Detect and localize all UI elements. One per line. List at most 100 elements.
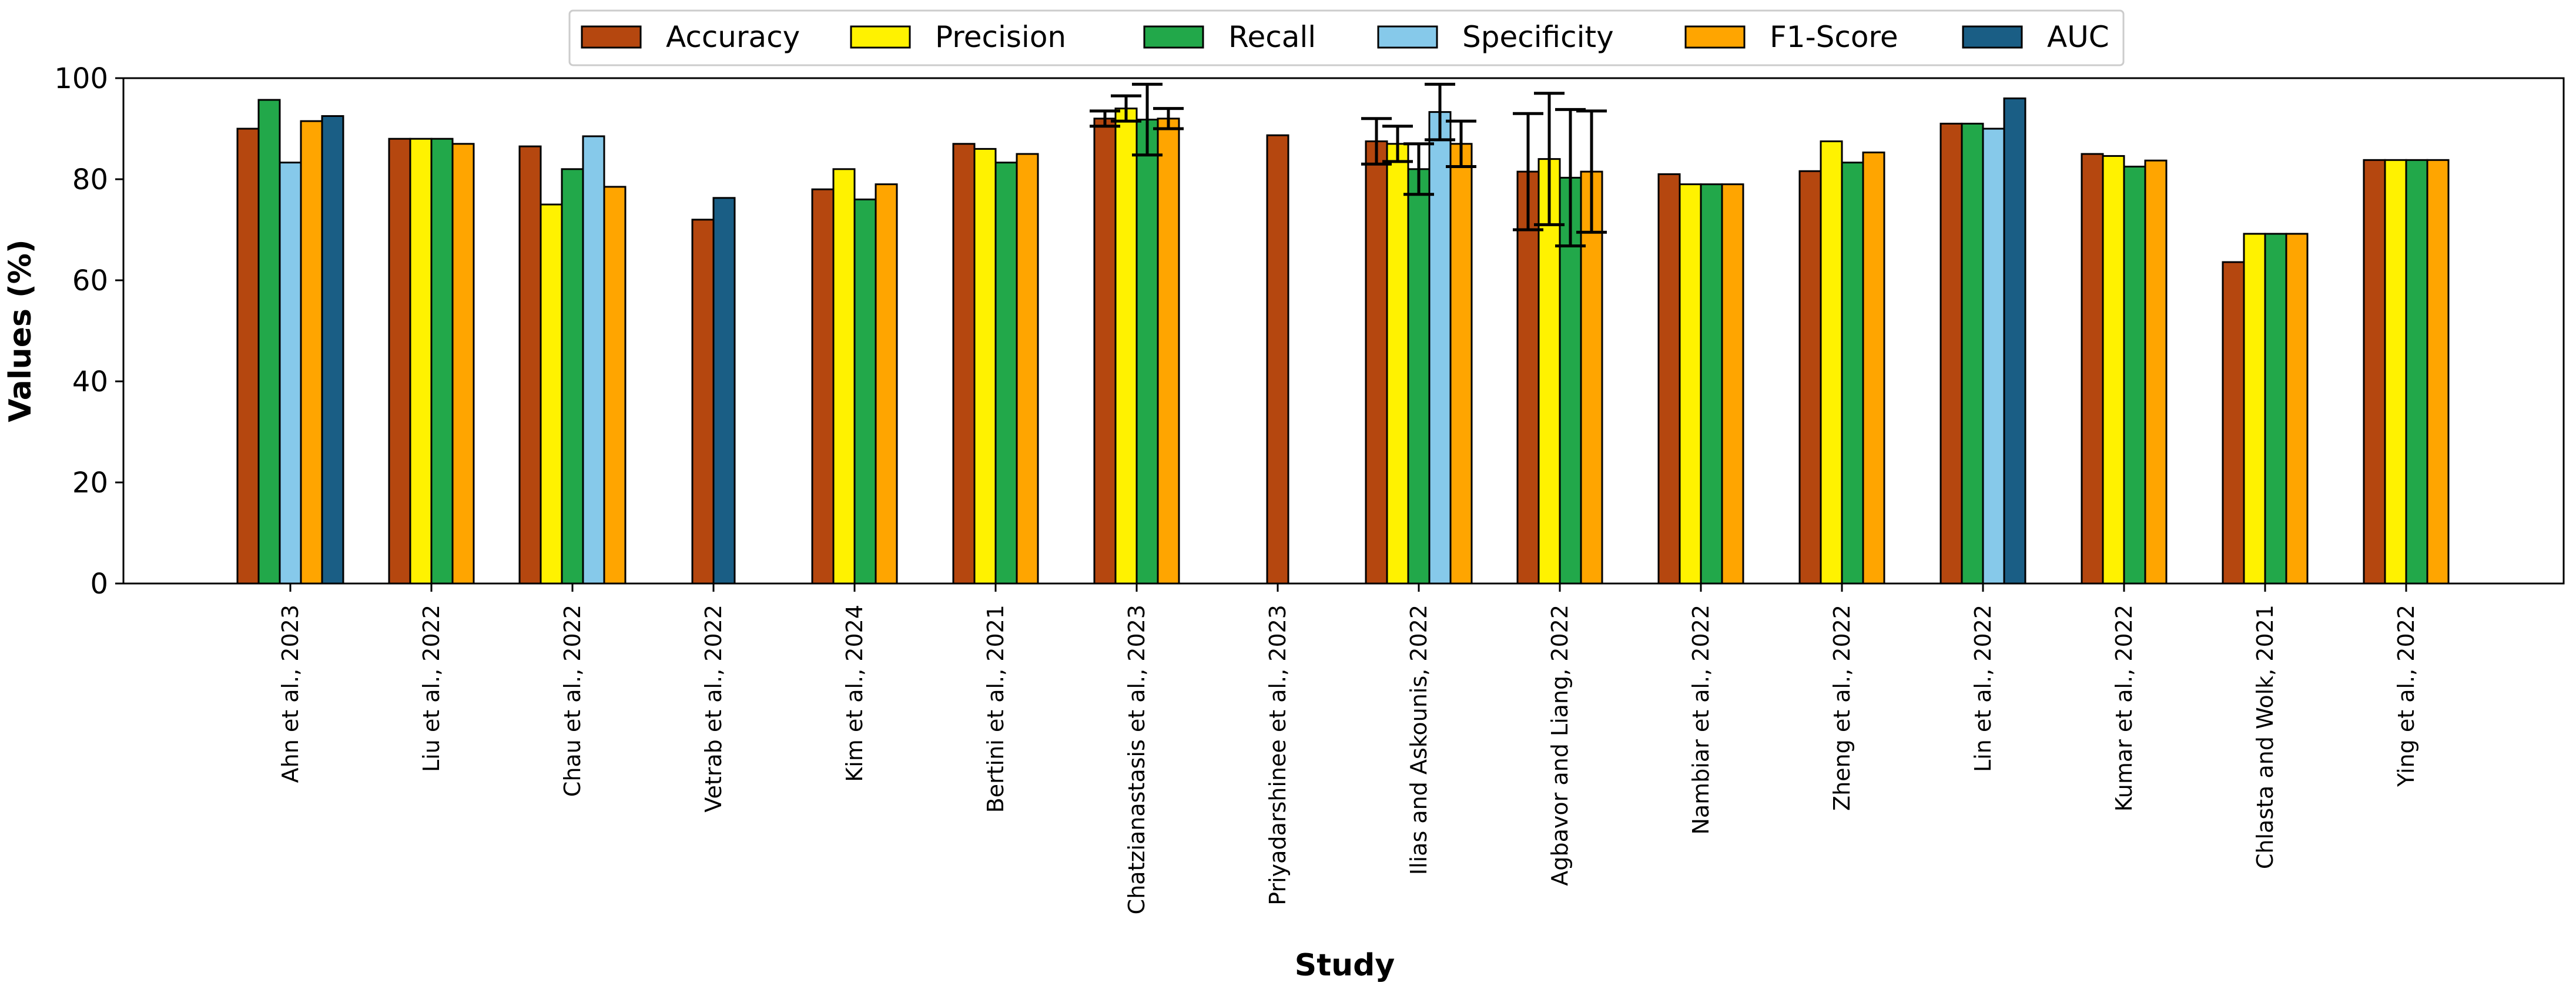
y-tick-label: 100 bbox=[54, 62, 108, 95]
bar bbox=[952, 143, 976, 585]
bar bbox=[1386, 143, 1409, 585]
legend-label: F1-Score bbox=[1770, 20, 1898, 54]
bar bbox=[973, 147, 997, 585]
x-axis: Ahn et al., 2023 Liu et al., 2022 Chau et … bbox=[277, 583, 2419, 914]
bar bbox=[1841, 162, 1864, 585]
bar bbox=[388, 138, 411, 585]
x-tick-label: Bertini et al., 2021 bbox=[983, 605, 1009, 813]
y-tick-label: 40 bbox=[72, 365, 108, 398]
bar bbox=[409, 138, 433, 585]
x-tick-label: Zheng et al., 2022 bbox=[1829, 605, 1855, 811]
x-tick-label: Ahn et al., 2023 bbox=[277, 605, 303, 783]
bar bbox=[853, 198, 877, 585]
bar bbox=[2144, 159, 2168, 585]
legend: Accuracy Precision Recall Specificity F1-Sco… bbox=[568, 9, 2125, 66]
bar bbox=[257, 99, 281, 585]
legend-swatch bbox=[1143, 25, 1204, 49]
bar bbox=[1516, 170, 1540, 585]
bar bbox=[2264, 233, 2287, 585]
bar bbox=[1939, 122, 1963, 585]
bar bbox=[540, 203, 563, 585]
x-tick-label: Lin et al., 2022 bbox=[1970, 605, 1996, 772]
bar bbox=[561, 168, 584, 585]
bar bbox=[2243, 233, 2266, 585]
bar bbox=[2405, 159, 2428, 585]
bar bbox=[1449, 143, 1473, 585]
legend-swatch bbox=[1377, 25, 1438, 49]
bar bbox=[2426, 159, 2450, 585]
bar bbox=[994, 162, 1018, 585]
bar bbox=[236, 128, 260, 585]
bar bbox=[1982, 128, 2005, 585]
legend-box bbox=[568, 9, 2125, 66]
bar bbox=[1365, 140, 1388, 585]
x-tick-label: Chau et al., 2022 bbox=[560, 605, 585, 797]
bar bbox=[1093, 118, 1117, 585]
bar bbox=[2123, 166, 2146, 585]
y-tick-label: 60 bbox=[72, 264, 108, 297]
bar bbox=[2003, 97, 2026, 585]
bars-group bbox=[236, 97, 2450, 585]
x-tick-label: Ying et al., 2022 bbox=[2393, 605, 2419, 787]
legend-swatch bbox=[1962, 25, 2023, 49]
bar bbox=[1135, 119, 1159, 585]
bar bbox=[2222, 261, 2245, 585]
x-tick-label: Nambiar et al., 2022 bbox=[1688, 605, 1714, 835]
bar bbox=[518, 145, 542, 585]
x-tick-label: Kim et al., 2024 bbox=[842, 605, 867, 782]
legend-swatch bbox=[850, 25, 911, 49]
error-bars-group bbox=[1090, 82, 1607, 248]
bar bbox=[2363, 159, 2386, 585]
legend-swatch bbox=[1684, 25, 1746, 49]
bar bbox=[811, 188, 835, 585]
plot-area bbox=[122, 77, 2565, 585]
bar bbox=[712, 197, 736, 585]
bar bbox=[2384, 159, 2407, 585]
bar bbox=[2102, 155, 2125, 585]
bar bbox=[691, 219, 715, 585]
x-tick-label: Ilias and Askounis, 2022 bbox=[1406, 605, 1432, 875]
bar bbox=[875, 183, 898, 585]
bar bbox=[1700, 183, 1723, 585]
bar bbox=[603, 186, 627, 585]
bar bbox=[279, 162, 302, 585]
bar bbox=[321, 115, 344, 585]
bar bbox=[1580, 170, 1603, 585]
bar bbox=[451, 143, 475, 585]
legend-label: Precision bbox=[935, 20, 1066, 54]
bar bbox=[300, 120, 323, 585]
bar bbox=[1157, 118, 1180, 585]
bar bbox=[1016, 153, 1039, 585]
bar bbox=[1961, 122, 1984, 585]
bar bbox=[1407, 168, 1431, 585]
bar bbox=[2081, 153, 2104, 585]
y-axis-title: Values (%) bbox=[3, 239, 38, 422]
x-axis-title: Study bbox=[1295, 948, 1395, 983]
y-tick-label: 80 bbox=[72, 163, 108, 196]
bar bbox=[2285, 233, 2309, 585]
legend-swatch bbox=[581, 25, 642, 49]
legend-label: Recall bbox=[1228, 20, 1316, 54]
x-tick-label: Vetrab et al., 2022 bbox=[701, 605, 726, 813]
bar bbox=[430, 138, 454, 585]
bar bbox=[1657, 173, 1681, 585]
bar bbox=[832, 168, 856, 585]
bar bbox=[1679, 183, 1702, 585]
y-tick-label: 20 bbox=[72, 467, 108, 499]
bar bbox=[1798, 170, 1822, 585]
legend-label: AUC bbox=[2047, 20, 2109, 54]
x-tick-label: Chatzianastasis et al., 2023 bbox=[1124, 605, 1150, 914]
bar bbox=[582, 135, 605, 585]
x-tick-label: Agbavor and Liang, 2022 bbox=[1547, 605, 1573, 886]
bar bbox=[1721, 183, 1744, 585]
legend-label: Accuracy bbox=[666, 20, 800, 54]
bar bbox=[1862, 151, 1885, 585]
bar bbox=[1266, 134, 1289, 585]
legend-label: Specificity bbox=[1462, 20, 1614, 54]
x-tick-label: Liu et al., 2022 bbox=[418, 605, 444, 772]
x-tick-label: Chlasta and Wolk, 2021 bbox=[2252, 605, 2278, 869]
x-tick-label: Priyadarshinee et al., 2023 bbox=[1265, 605, 1291, 906]
y-tick-label: 0 bbox=[90, 568, 108, 601]
bar bbox=[1428, 111, 1452, 585]
